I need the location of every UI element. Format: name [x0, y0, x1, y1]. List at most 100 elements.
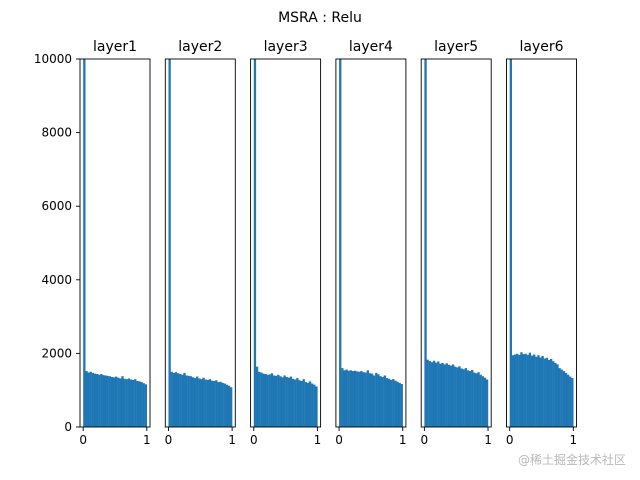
y-tick-label: 2000 — [41, 346, 72, 360]
histogram-bar — [509, 59, 513, 427]
histogram-bar — [289, 376, 293, 427]
histogram-bar — [179, 374, 182, 427]
histogram-bar — [215, 380, 218, 427]
histogram-bar — [302, 379, 305, 427]
histogram-bar — [356, 371, 359, 427]
x-tick-label: 0 — [79, 433, 87, 447]
histogram-bar — [100, 374, 103, 427]
histogram-bar — [516, 353, 519, 427]
histogram-bar — [281, 377, 284, 427]
histogram-bar — [454, 366, 457, 427]
histogram-bar — [537, 355, 540, 427]
histogram-bar — [131, 379, 135, 427]
panel-1: layer1 0 1 0 2000 4000 6000 8000 10000 — [34, 39, 151, 447]
histogram-bar — [287, 377, 291, 427]
histogram-bar — [571, 378, 574, 427]
x-tick-label: 1 — [228, 433, 236, 447]
y-tick-label: 8000 — [41, 126, 72, 140]
histogram-bar — [475, 373, 478, 427]
panel-title: layer5 — [434, 39, 478, 55]
histogram-bar — [460, 368, 463, 427]
histogram-bar — [279, 376, 282, 427]
histogram-bar — [485, 379, 489, 427]
histogram-bar — [277, 374, 280, 427]
x-tick-label: 1 — [143, 433, 151, 447]
histogram-bar — [119, 378, 122, 427]
histogram-bar — [262, 373, 265, 427]
histogram-bar — [227, 385, 231, 427]
histogram-bar — [343, 370, 346, 427]
histogram-bar — [187, 375, 190, 427]
histogram-bar — [83, 59, 86, 427]
panel-frame — [335, 58, 407, 428]
histogram-bar — [562, 371, 566, 427]
histogram-bar — [533, 354, 536, 427]
histogram-bar — [441, 362, 444, 427]
x-tick-label: 0 — [250, 433, 258, 447]
panel-frame — [506, 58, 577, 428]
histogram-bar — [304, 382, 308, 427]
histogram-bar — [136, 381, 139, 427]
histogram-bar — [541, 355, 544, 427]
panel-frame — [79, 58, 151, 428]
histogram-bar — [522, 354, 525, 427]
histogram-bar — [170, 371, 173, 427]
histogram-bar — [513, 354, 517, 427]
histogram-bar — [341, 368, 344, 427]
histogram-bar — [511, 355, 515, 427]
histogram-bar — [129, 379, 133, 427]
histogram-bar — [439, 363, 442, 427]
histogram-bar — [144, 384, 148, 427]
histogram-bar — [202, 377, 205, 427]
x-tick-label: 1 — [484, 433, 492, 447]
histogram-bar — [313, 384, 316, 427]
histogram-bar — [426, 359, 429, 427]
histogram-bar — [462, 369, 465, 427]
panel-4: layer4 0 1 — [335, 39, 406, 447]
histogram-bar — [117, 377, 120, 427]
histogram-bar — [566, 374, 570, 427]
panel-title: layer3 — [264, 39, 308, 55]
histogram-bar — [298, 380, 301, 427]
histogram-bar — [174, 372, 178, 427]
histogram-bar — [345, 369, 348, 427]
histogram-bar — [274, 375, 278, 427]
histogram-bar — [123, 378, 126, 427]
histogram-bar — [125, 379, 128, 427]
histogram-bar — [193, 378, 197, 427]
histogram-bar — [464, 368, 468, 427]
histogram-bar — [140, 382, 143, 427]
histogram-bar — [373, 375, 376, 427]
histogram-bar — [389, 379, 393, 427]
histogram-bar — [351, 371, 355, 427]
histogram-bar — [294, 379, 297, 427]
histogram-bar — [127, 378, 131, 427]
histogram-bar — [213, 381, 216, 427]
histogram-bar — [253, 59, 257, 427]
histogram-bar — [142, 383, 145, 427]
histogram-bar — [206, 379, 209, 427]
histogram-bar — [451, 364, 455, 427]
histogram-bar — [110, 376, 114, 427]
histogram-bar — [115, 376, 118, 427]
histogram-bar — [108, 376, 111, 427]
panel-frame — [250, 58, 322, 428]
histogram-bar — [266, 374, 269, 427]
panel-title: layer4 — [349, 39, 393, 55]
histogram-bar — [353, 370, 357, 427]
histogram-bar — [181, 374, 184, 427]
histogram-bar — [560, 369, 563, 427]
panel-title: layer1 — [93, 39, 137, 55]
histogram-bar — [229, 387, 233, 427]
histogram-bar — [134, 379, 137, 427]
histogram-bar — [315, 386, 318, 427]
histogram-bar — [554, 362, 557, 427]
histogram-bar — [112, 377, 116, 427]
histogram-bar — [183, 372, 186, 427]
histogram-bar — [437, 361, 440, 427]
histogram-bar — [381, 376, 384, 427]
histogram-bar — [569, 376, 572, 427]
histogram-bar — [89, 371, 92, 427]
histogram-bar — [481, 376, 484, 427]
